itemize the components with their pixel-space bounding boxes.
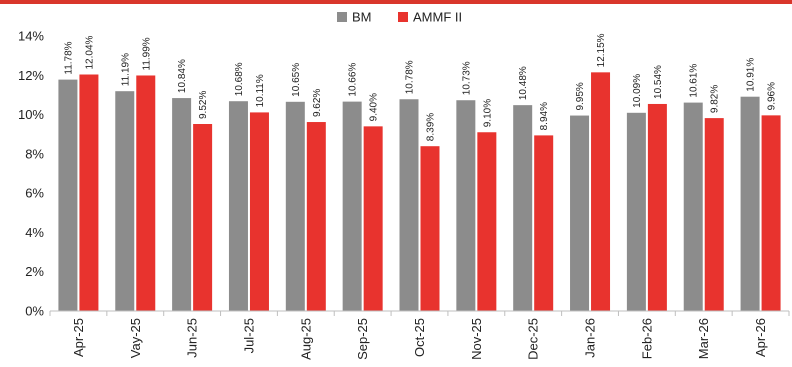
bar-ammf <box>363 126 383 311</box>
bar-ammf <box>79 74 99 311</box>
x-tick-label: Apr-25 <box>71 318 86 357</box>
legend-swatch-ammf <box>398 12 408 22</box>
bar-ammf <box>761 115 781 311</box>
bar-ammf <box>477 132 497 311</box>
data-label-ammf: 12.15% <box>596 33 607 67</box>
bar-bm <box>58 79 78 311</box>
y-axis: 0% 2% 4% 6% 8% 10% 12% 14% <box>18 29 44 319</box>
bar-ammf <box>249 112 269 312</box>
y-tick-label: 4% <box>25 225 44 240</box>
data-label-ammf: 8.94% <box>539 102 550 130</box>
y-tick-label: 14% <box>18 29 44 44</box>
x-tick-label: Vay-25 <box>128 318 143 358</box>
bar-ammf <box>306 122 326 312</box>
y-tick-label: 8% <box>25 146 44 161</box>
data-label-ammf: 8.39% <box>426 113 437 141</box>
x-tick-label: Oct-25 <box>412 318 427 357</box>
data-label-bm: 9.95% <box>575 82 586 110</box>
legend-label-bm: BM <box>352 10 372 25</box>
x-tick-label: Jan-26 <box>583 318 598 358</box>
y-tick-label: 10% <box>18 107 44 122</box>
bar-bm <box>683 102 703 311</box>
bar-bm <box>399 99 419 311</box>
data-label-bm: 10.78% <box>405 60 416 94</box>
data-label-ammf: 9.62% <box>312 89 323 117</box>
x-tick-label: Aug-25 <box>298 318 313 360</box>
data-label-ammf: 10.11% <box>255 74 266 107</box>
bar-ammf <box>193 124 213 311</box>
y-tick-label: 6% <box>25 186 44 201</box>
x-tick-label: Dec-25 <box>526 318 541 360</box>
data-label-bm: 11.19% <box>120 53 131 86</box>
data-label-bm: 10.91% <box>746 58 757 92</box>
bar-bm <box>456 100 476 311</box>
bar-bm <box>740 96 760 311</box>
data-label-ammf: 9.96% <box>767 82 778 110</box>
data-label-ammf: 9.10% <box>482 99 493 127</box>
data-label-ammf: 11.99% <box>141 37 152 70</box>
bar-ammf <box>420 146 440 311</box>
top-accent-bar <box>0 0 792 4</box>
y-tick-label: 2% <box>25 264 44 279</box>
bars: 11.78% 12.04% 11.19% 11.99% 10.84% 9.52% 10.68… <box>58 33 781 312</box>
x-axis: Apr-25 Vay-25 Jun-25 Jul-25 Aug-25 Sep-25 Oct-… <box>49 310 790 360</box>
data-label-bm: 10.68% <box>234 62 245 96</box>
legend-swatch-bm <box>337 12 347 22</box>
data-label-ammf: 9.40% <box>369 93 380 121</box>
bar-bm <box>570 115 590 311</box>
bar-ammf <box>534 135 554 311</box>
bar-bm <box>513 105 533 312</box>
bar-bm <box>342 101 362 311</box>
data-label-ammf: 10.54% <box>653 65 664 99</box>
legend: BM AMMF II <box>337 10 462 25</box>
x-tick-label: Jun-25 <box>185 318 200 358</box>
x-tick-label: Feb-26 <box>639 318 654 359</box>
data-label-bm: 10.84% <box>177 59 188 93</box>
x-tick-label: Apr-26 <box>753 318 768 357</box>
data-label-bm: 10.66% <box>348 63 359 97</box>
data-label-ammf: 12.04% <box>84 35 95 69</box>
x-tick-label: Jul-25 <box>241 318 256 353</box>
bar-bm <box>228 101 248 311</box>
bar-bm <box>285 101 305 311</box>
data-label-bm: 10.65% <box>291 63 302 97</box>
bar-ammf <box>591 72 611 311</box>
x-tick-label: Sep-25 <box>355 318 370 360</box>
bar-bm <box>626 112 646 311</box>
y-tick-label: 12% <box>18 68 44 83</box>
data-label-bm: 10.73% <box>461 61 472 95</box>
data-label-ammf: 9.52% <box>198 91 209 119</box>
bar-ammf <box>647 103 667 311</box>
bar-ammf <box>704 118 724 311</box>
data-label-bm: 10.48% <box>518 66 529 100</box>
bar-bm <box>115 91 135 311</box>
bar-bm <box>172 98 192 311</box>
legend-label-ammf: AMMF II <box>413 10 462 25</box>
data-label-bm: 10.09% <box>632 74 643 108</box>
y-tick-label: 0% <box>25 304 44 319</box>
bar-ammf <box>136 75 156 311</box>
data-label-bm: 10.61% <box>689 64 700 98</box>
data-label-ammf: 9.82% <box>710 85 721 113</box>
x-tick-label: Nov-25 <box>469 318 484 360</box>
x-tick-label: Mar-26 <box>696 318 711 359</box>
data-label-bm: 11.78% <box>63 41 74 74</box>
